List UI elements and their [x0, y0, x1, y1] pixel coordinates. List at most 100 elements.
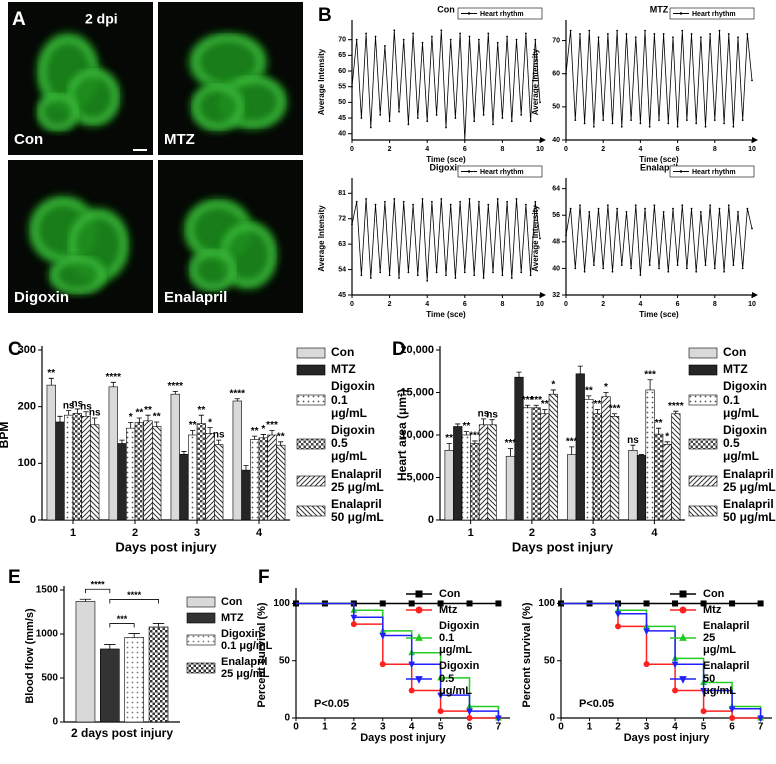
data-point [658, 267, 660, 270]
marker [700, 688, 707, 695]
marker [466, 715, 473, 721]
x-tick-label: 3 [194, 527, 200, 539]
chart: 0 50 100 Percent survival (%) 0 1 2 3 4 5 6 7 Days p… [521, 588, 772, 744]
x-tick-label: 4 [638, 301, 642, 308]
data-point [431, 200, 433, 203]
bar [90, 424, 100, 521]
data-point [445, 274, 447, 277]
chart-title: Digoxin [430, 162, 463, 172]
legend-item: MTZ [296, 362, 386, 376]
significance-label: *** [505, 438, 517, 449]
significance-label: **** [91, 580, 106, 590]
y-tick-label: 50 [338, 99, 346, 106]
data-point [520, 114, 523, 116]
error-bar [119, 439, 125, 444]
error-bar [48, 377, 54, 386]
error-bar [128, 633, 140, 638]
data-point [459, 32, 461, 35]
panel-label: F [258, 567, 270, 588]
data-point [492, 123, 494, 126]
x-tick-label: 3 [380, 722, 386, 733]
marker [350, 621, 357, 628]
legend-item: Digoxin 0.1 μg/mL [296, 380, 386, 420]
error-bar [104, 644, 116, 649]
y-tick-label: 1000 [36, 629, 59, 640]
error-bar [83, 411, 89, 417]
data-point [625, 211, 628, 213]
chart: 0 500 1000 1500 Blood flow (mm/s) 2 days post… [24, 580, 180, 740]
bar [662, 444, 672, 521]
data-point [634, 204, 637, 207]
y-tick-label: 50 [279, 655, 291, 666]
y-tick-label: 63 [338, 241, 346, 248]
legend-label: Heart rhythm [480, 11, 524, 18]
data-point [737, 211, 739, 213]
legend-swatch [688, 438, 718, 450]
error-bar [216, 439, 222, 445]
error-bar [190, 430, 196, 435]
data-point [741, 267, 744, 270]
x-tick-label: 2 [529, 527, 535, 539]
error-bar [594, 409, 600, 414]
error-bar [207, 427, 213, 434]
data-point [501, 117, 504, 119]
significance-label: ns [72, 399, 84, 410]
legend: Con MTZ Digoxin 0.1 μg/mL Enalapril 25 μg/m… [186, 596, 276, 685]
bar [258, 437, 268, 521]
data-point [676, 125, 679, 128]
x-axis-label: Time (sce) [639, 155, 679, 164]
significance-label: ** [251, 426, 259, 437]
y-tick-label: 65 [338, 52, 346, 59]
heart-tissue [188, 248, 238, 292]
data-point [515, 38, 518, 41]
data-point [574, 267, 577, 270]
chart: 0 50 100 Percent survival (%) 0 1 2 3 4 5 6 7 Days p… [256, 588, 510, 744]
bar [148, 626, 169, 723]
data-point [482, 277, 485, 279]
data-point [365, 32, 367, 35]
significance-label: *** [522, 395, 534, 406]
bar [124, 637, 144, 723]
legend-swatch [186, 663, 216, 674]
marker [408, 661, 415, 669]
error-bar [446, 443, 452, 451]
error-bar [79, 598, 92, 602]
legend-swatch [670, 590, 696, 598]
marker [643, 661, 650, 668]
error-bar [630, 444, 636, 451]
legend-item: Digoxin 0.5 μg/mL [688, 423, 776, 464]
bar [108, 386, 118, 521]
bar [143, 420, 153, 521]
x-tick-label: 10 [536, 301, 544, 308]
data-point [506, 200, 508, 203]
y-axis-label: Blood flow (mm/s) [24, 608, 36, 704]
data-point [695, 122, 698, 125]
data-point [374, 35, 377, 38]
legend-item: Digoxin 0.5 μg/mL [404, 660, 479, 697]
error-bar [145, 414, 151, 421]
panel-label: B [318, 5, 332, 26]
data-point [384, 45, 386, 47]
data-point [435, 271, 438, 274]
legend-label: Con [703, 588, 725, 600]
x-axis-arrow [752, 292, 758, 298]
error-bar [92, 417, 98, 425]
x-tick-label: 6 [463, 146, 467, 153]
bar [470, 443, 480, 521]
data-point [445, 126, 447, 129]
y-tick-label: 15,000 [400, 386, 434, 398]
data-point [454, 117, 457, 119]
y-tick-label: 56 [552, 212, 560, 219]
legend: Con MTZ Digoxin 0.1 μg/mL Digoxin 0.5 μg/mL… [296, 345, 386, 528]
legend-swatch [670, 675, 696, 684]
y-tick-label: 81 [338, 190, 346, 197]
marker [437, 708, 444, 715]
y-tick-label: 70 [338, 37, 346, 44]
data-point [440, 198, 443, 200]
legend-label: Con [331, 345, 355, 359]
data-point [630, 267, 632, 270]
bar [628, 449, 638, 521]
error-bar [542, 409, 548, 414]
data-point [360, 274, 363, 277]
